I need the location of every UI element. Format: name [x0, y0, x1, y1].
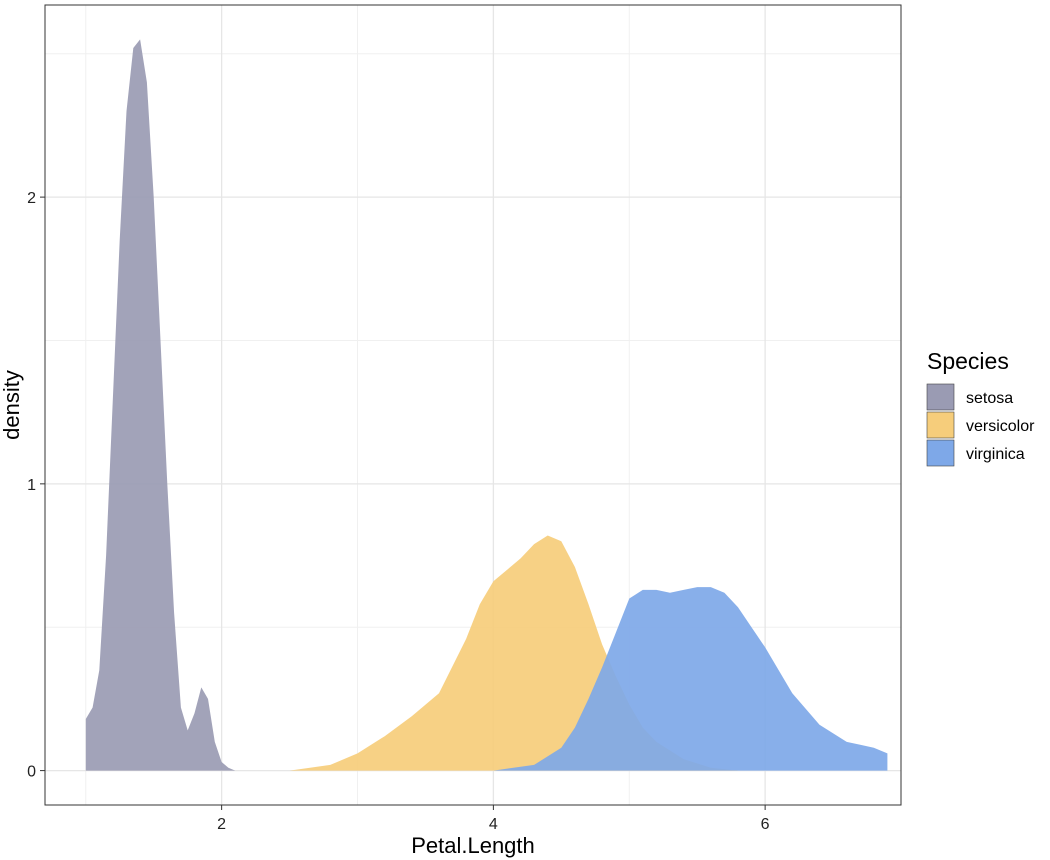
x-tick-label: 2 — [217, 816, 226, 833]
y-tick-label: 1 — [27, 477, 36, 494]
legend-label-setosa: setosa — [966, 390, 1013, 407]
legend-key-versicolor — [926, 411, 955, 439]
legend-key-virginica — [926, 439, 955, 467]
y-axis-title: density — [0, 370, 24, 440]
legend: Species setosa versicolor virginica — [926, 348, 1035, 467]
legend-key-setosa — [926, 383, 955, 411]
y-tick-label: 0 — [27, 764, 36, 781]
legend-label-virginica: virginica — [966, 446, 1025, 463]
density-area-setosa — [85, 39, 236, 771]
legend-label-versicolor: versicolor — [966, 418, 1035, 435]
legend-items: setosa versicolor virginica — [926, 383, 1035, 467]
density-area-virginica — [493, 587, 888, 771]
axes: 2 4 6 0 1 2 — [27, 190, 770, 833]
panel-border — [44, 4, 902, 806]
x-tick-label: 6 — [761, 816, 770, 833]
x-tick-label: 4 — [489, 816, 498, 833]
x-axis-title: Petal.Length — [411, 833, 535, 858]
density-areas — [85, 39, 888, 771]
legend-title: Species — [927, 348, 1009, 374]
y-tick-label: 2 — [27, 190, 36, 207]
